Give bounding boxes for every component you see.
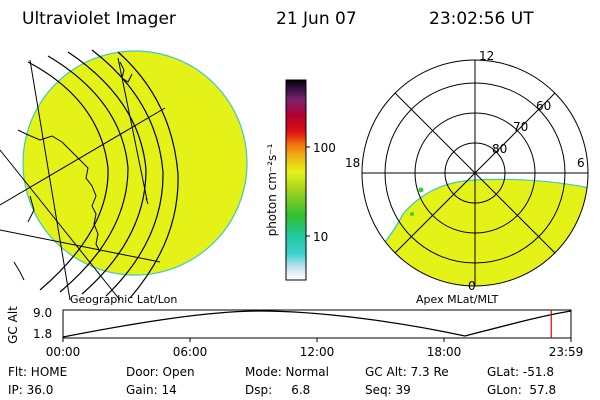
- altitude-ytick-min: 1.8: [33, 327, 52, 341]
- dsp-status: Dsp: 6.8: [245, 383, 310, 397]
- altitude-xtick: 23:59: [549, 345, 584, 359]
- polar-grid: [361, 59, 589, 287]
- emission-dot: [418, 187, 424, 193]
- colorbar-tick-100: 100: [313, 141, 336, 155]
- instrument-title: Ultraviolet Imager: [22, 9, 176, 29]
- date-label: 21 Jun 07: [276, 9, 357, 29]
- mlt-label-12: 12: [479, 49, 494, 63]
- lat-label-80: 80: [492, 142, 507, 156]
- lat-label-60: 60: [536, 99, 551, 113]
- mode-status: Mode: Normal: [245, 365, 329, 379]
- altitude-xtick: 00:00: [46, 345, 81, 359]
- emission-dot: [410, 212, 414, 216]
- geographic-map: [0, 49, 248, 300]
- instrument-status: Flt: HOME Door: Open Mode: Normal GC Alt…: [8, 365, 556, 397]
- glat-status: GLat: -51.8: [487, 365, 554, 379]
- altitude-curve: [62, 310, 572, 338]
- colorbar-gradient: [285, 79, 307, 281]
- altitude-ytick-max: 9.0: [33, 306, 52, 320]
- longitude-lines: [0, 57, 166, 300]
- altitude-xtick: 06:00: [173, 345, 208, 359]
- apex-panel-label: Apex MLat/MLT: [416, 293, 499, 306]
- altitude-ylabel: GC Alt: [6, 306, 20, 344]
- left-emission-disk: [22, 50, 248, 276]
- colorbar: 100 10 photon cm⁻²s⁻¹: [265, 79, 336, 281]
- door-status: Door: Open: [126, 365, 195, 379]
- colorbar-unit-label: photon cm⁻²s⁻¹: [265, 143, 279, 236]
- altitude-xtick: 18:00: [427, 345, 462, 359]
- altitude-xticks: [62, 338, 572, 342]
- geographic-panel-label: Geographic Lat/Lon: [70, 293, 177, 306]
- altitude-xtick: 12:00: [300, 345, 335, 359]
- glon-status: GLon: 57.8: [487, 383, 556, 397]
- mlt-label-18: 18: [345, 156, 360, 170]
- time-label: 23:02:56 UT: [429, 9, 534, 29]
- polar-plot: 12 6 0 18 60 70 80: [345, 49, 589, 293]
- lat-label-70: 70: [513, 120, 528, 134]
- seq-status: Seq: 39: [365, 383, 411, 397]
- mlt-label-0: 0: [468, 279, 476, 293]
- colorbar-tick-10: 10: [313, 230, 328, 244]
- filter-status: Flt: HOME: [8, 365, 67, 379]
- gc-alt-status: GC Alt: 7.3 Re: [365, 365, 449, 379]
- latitude-arcs: [27, 49, 179, 299]
- coastline: [13, 61, 149, 281]
- ip-status: IP: 36.0: [8, 383, 53, 397]
- altitude-plot: GC Alt 9.0 1.8 00:00 06:00 12:00 18:00 2…: [6, 306, 583, 359]
- gain-status: Gain: 14: [126, 383, 177, 397]
- mlt-label-6: 6: [577, 156, 585, 170]
